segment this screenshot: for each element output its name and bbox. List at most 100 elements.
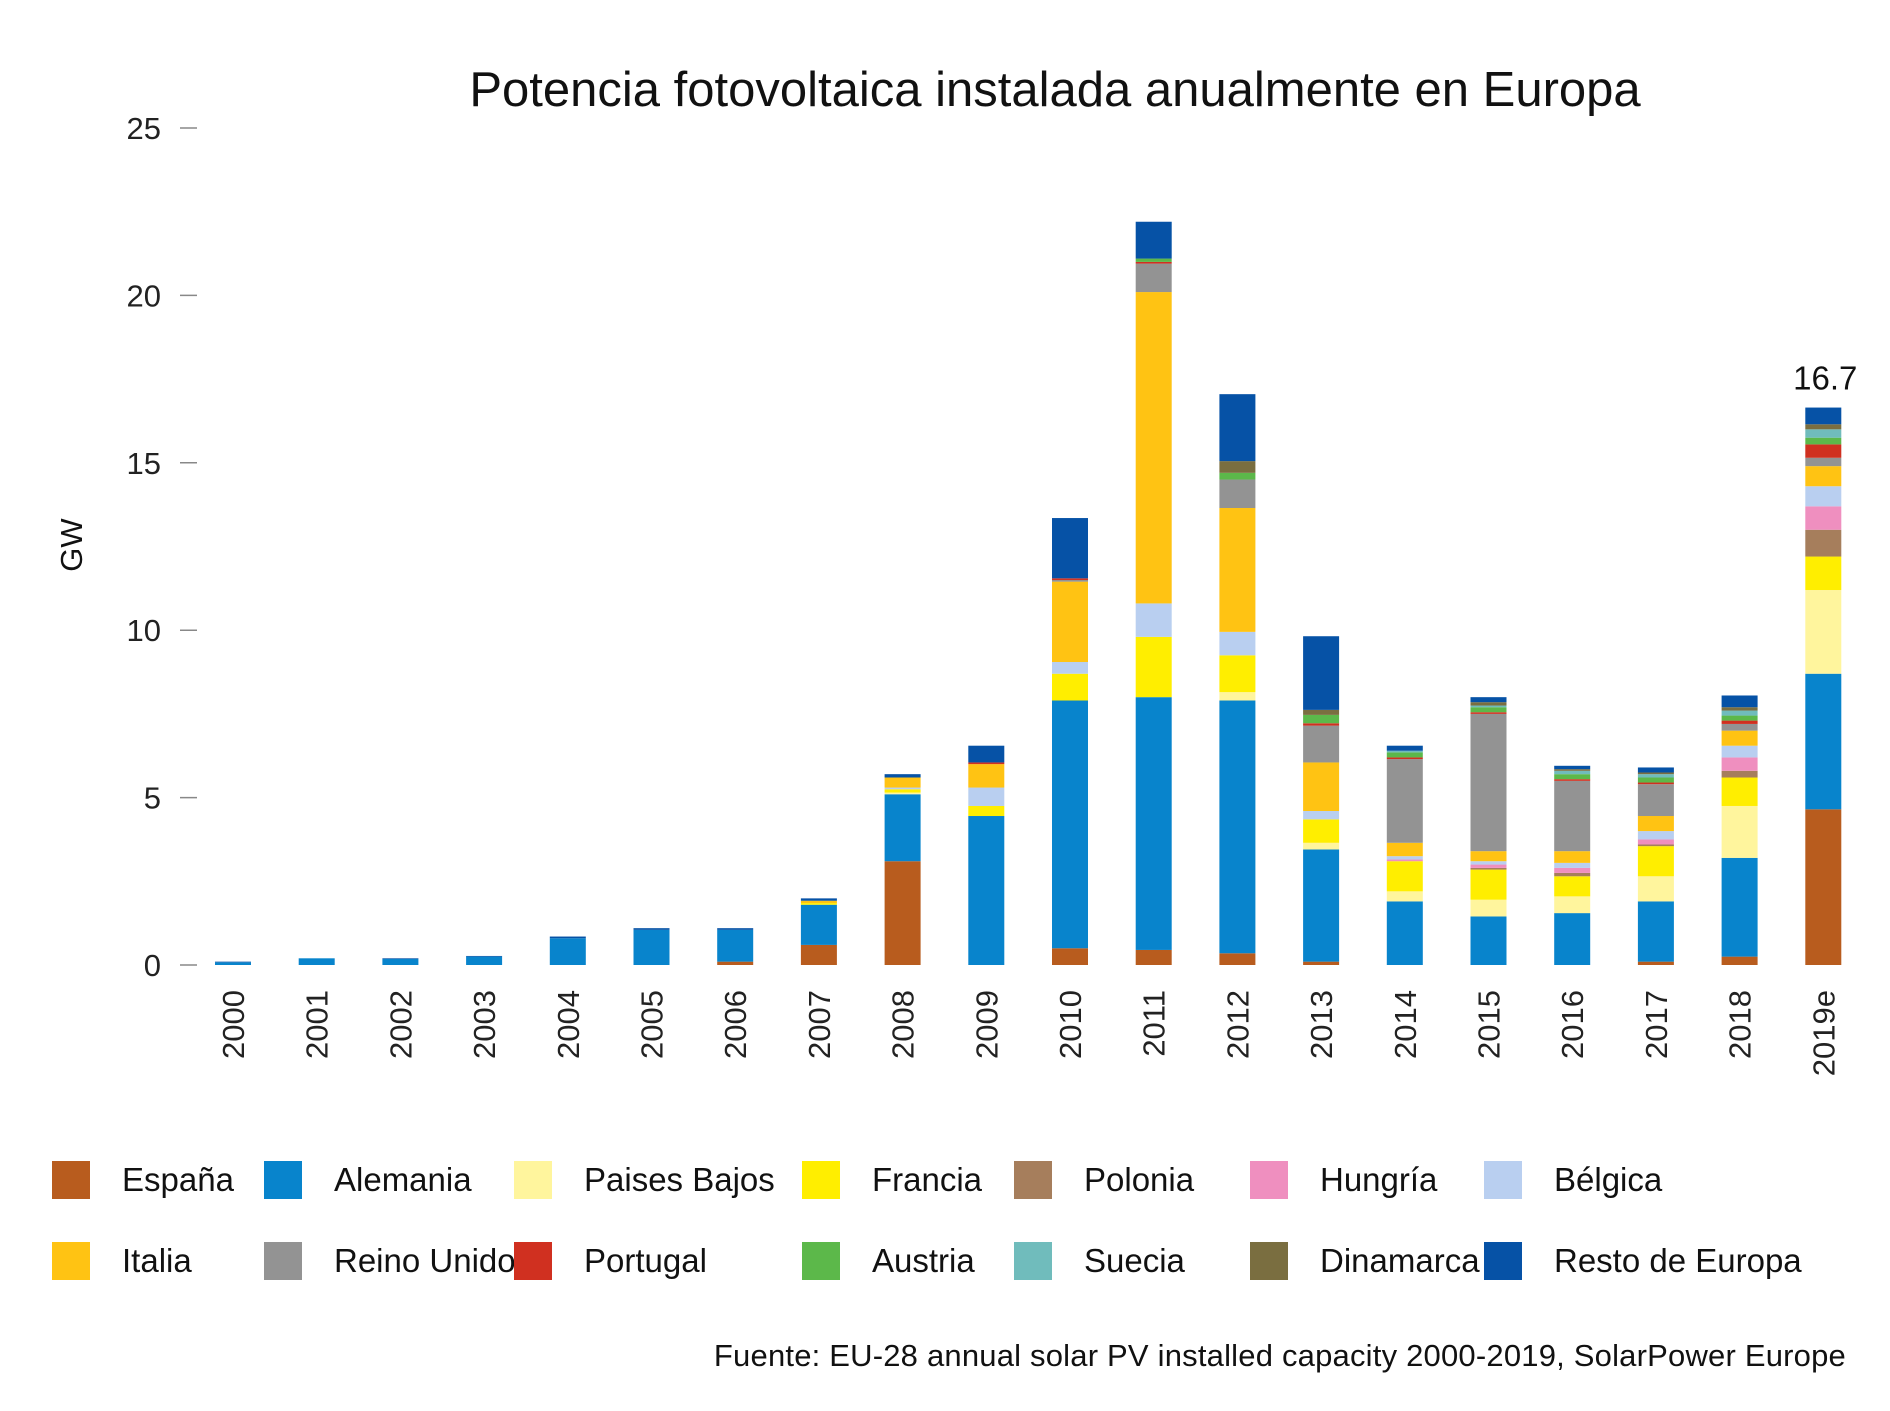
bar-segment-reino-unido-2017	[1637, 784, 1674, 817]
x-tick-label: 2004	[551, 990, 586, 1059]
legend-swatch	[1250, 1242, 1288, 1280]
bar-segment-austria-2015	[1470, 707, 1507, 713]
bar-segment-reino-unido-2019e	[1805, 457, 1842, 467]
legend-swatch	[264, 1161, 302, 1199]
annotations: 16.7	[1793, 360, 1857, 397]
legend-label: Hungría	[1320, 1161, 1438, 1198]
bar-segment-italia-2007	[800, 900, 837, 904]
bar-segment-reino-unido-2018	[1721, 723, 1758, 731]
legend-label: Reino Unido	[334, 1242, 516, 1279]
bar-segment-resto-de-europa-2004	[549, 936, 586, 939]
bar-segment-resto-de-europa-2008	[884, 774, 921, 778]
legend-swatch	[1484, 1161, 1522, 1199]
bars	[215, 221, 1842, 965]
bar-segment-resto-de-europa-2018	[1721, 695, 1758, 708]
bar-segment-dinamarca-2019e	[1805, 424, 1842, 430]
bar-segment-portugal-2019e	[1805, 444, 1842, 458]
bar-segment-paises-bajos-2018	[1721, 805, 1758, 858]
bar-segment-resto-de-europa-2015	[1470, 697, 1507, 703]
bar-segment-hungría-2018	[1721, 757, 1758, 771]
legend-item-suecia: Suecia	[1014, 1241, 1185, 1281]
bar-segment-italia-2010	[1052, 581, 1088, 663]
bar-segment-bélgica-2015	[1470, 861, 1507, 865]
bar-segment-reino-unido-2011	[1135, 263, 1172, 293]
chart-title: Potencia fotovoltaica instalada anualmen…	[469, 63, 1641, 117]
legend-label: Suecia	[1084, 1242, 1185, 1279]
bar-segment-alemania-2011	[1135, 697, 1172, 950]
x-axis: 2000 2001 2002 2003 2004 2005 2006 2007 2008 2009…	[216, 990, 1841, 1076]
bar-segment-francia-2008	[884, 789, 921, 793]
bar-segment-alemania-2008	[884, 794, 921, 862]
bar-segment-alemania-2015	[1470, 916, 1507, 965]
bar-segment-italia-2012	[1219, 507, 1256, 632]
bar-segment-resto-de-europa-2010	[1052, 518, 1088, 579]
bar-segment-alemania-2019e	[1805, 673, 1842, 810]
bar-segment-resto-de-europa-2012	[1219, 394, 1256, 462]
legend-item-españa: España	[52, 1160, 234, 1200]
x-tick-label: 2001	[300, 990, 335, 1059]
bar-segment-francia-2015	[1470, 869, 1507, 900]
bar-segment-francia-2011	[1135, 636, 1172, 698]
bar-segment-dinamarca-2012	[1219, 461, 1256, 473]
bar-segment-hungría-2017	[1637, 839, 1674, 845]
bar-segment-resto-de-europa-2003	[466, 955, 503, 957]
bar-segment-españa-2018	[1721, 956, 1758, 965]
bar-segment-paises-bajos-2012	[1219, 692, 1256, 701]
bar-segment-alemania-2012	[1219, 700, 1256, 954]
bar-segment-francia-2018	[1721, 777, 1758, 806]
bar-segment-alemania-2002	[382, 958, 419, 965]
legend-swatch	[52, 1242, 90, 1280]
x-tick-label: 2016	[1555, 990, 1590, 1059]
legend-label: España	[122, 1161, 234, 1198]
bar-segment-austria-2011	[1135, 258, 1172, 262]
bar-segment-paises-bajos-2016	[1554, 896, 1591, 914]
x-tick-label: 2010	[1053, 990, 1088, 1059]
y-tick-label: 20	[127, 278, 161, 313]
bar-segment-austria-2017	[1637, 777, 1674, 783]
bar-segment-italia-2014	[1386, 842, 1423, 857]
bar-segment-francia-2016	[1554, 876, 1591, 897]
bar-segment-italia-2017	[1637, 816, 1674, 832]
bar-segment-españa-2010	[1052, 948, 1088, 965]
bar-segment-italia-2008	[884, 777, 921, 788]
bar-segment-alemania-2017	[1637, 901, 1674, 962]
bar-segment-reino-unido-2015	[1470, 713, 1507, 852]
x-tick-label: 2002	[383, 990, 418, 1059]
bar-segment-suecia-2016	[1554, 770, 1591, 775]
bar-segment-españa-2011	[1135, 949, 1172, 965]
x-tick-label: 2003	[467, 990, 502, 1059]
bar-segment-resto-de-europa-2014	[1386, 745, 1423, 751]
bar-segment-hungría-2019e	[1805, 506, 1842, 530]
bar-segment-bélgica-2014	[1386, 856, 1423, 860]
legend-swatch	[1014, 1161, 1052, 1199]
bar-segment-bélgica-2010	[1052, 662, 1088, 674]
bar-segment-bélgica-2009	[968, 787, 1005, 806]
bar-segment-francia-2014	[1386, 861, 1423, 892]
legend-item-dinamarca: Dinamarca	[1250, 1241, 1480, 1281]
x-tick-label: 2006	[718, 990, 753, 1059]
bar-segment-suecia-2019e	[1805, 429, 1842, 438]
legend-item-hungría: Hungría	[1250, 1160, 1437, 1200]
bar-segment-paises-bajos-2015	[1470, 899, 1507, 917]
bar-segment-resto-de-europa-2017	[1637, 767, 1674, 773]
x-tick-label: 2013	[1304, 990, 1339, 1059]
bar-segment-bélgica-2017	[1637, 831, 1674, 840]
legend-swatch	[514, 1242, 552, 1280]
bar-segment-resto-de-europa-2011	[1135, 221, 1172, 259]
bar-segment-alemania-2006	[717, 929, 754, 962]
x-tick-label: 2007	[802, 990, 837, 1059]
x-tick-label: 2011	[1137, 990, 1172, 1057]
total-annotation: 16.7	[1793, 360, 1857, 397]
bar-segment-italia-2015	[1470, 851, 1507, 862]
bar-segment-portugal-2014	[1386, 757, 1423, 760]
bar-segment-reino-unido-2014	[1386, 759, 1423, 843]
legend-item-paises-bajos: Paises Bajos	[514, 1160, 775, 1200]
x-tick-label: 2019e	[1806, 990, 1841, 1076]
bar-segment-suecia-2014	[1386, 750, 1423, 753]
legend-label: Portugal	[584, 1242, 707, 1279]
bar-segment-paises-bajos-2017	[1637, 876, 1674, 902]
bar-segment-polonia-2015	[1470, 867, 1507, 870]
bar-segment-españa-2013	[1303, 961, 1340, 965]
x-tick-label: 2008	[886, 990, 921, 1059]
